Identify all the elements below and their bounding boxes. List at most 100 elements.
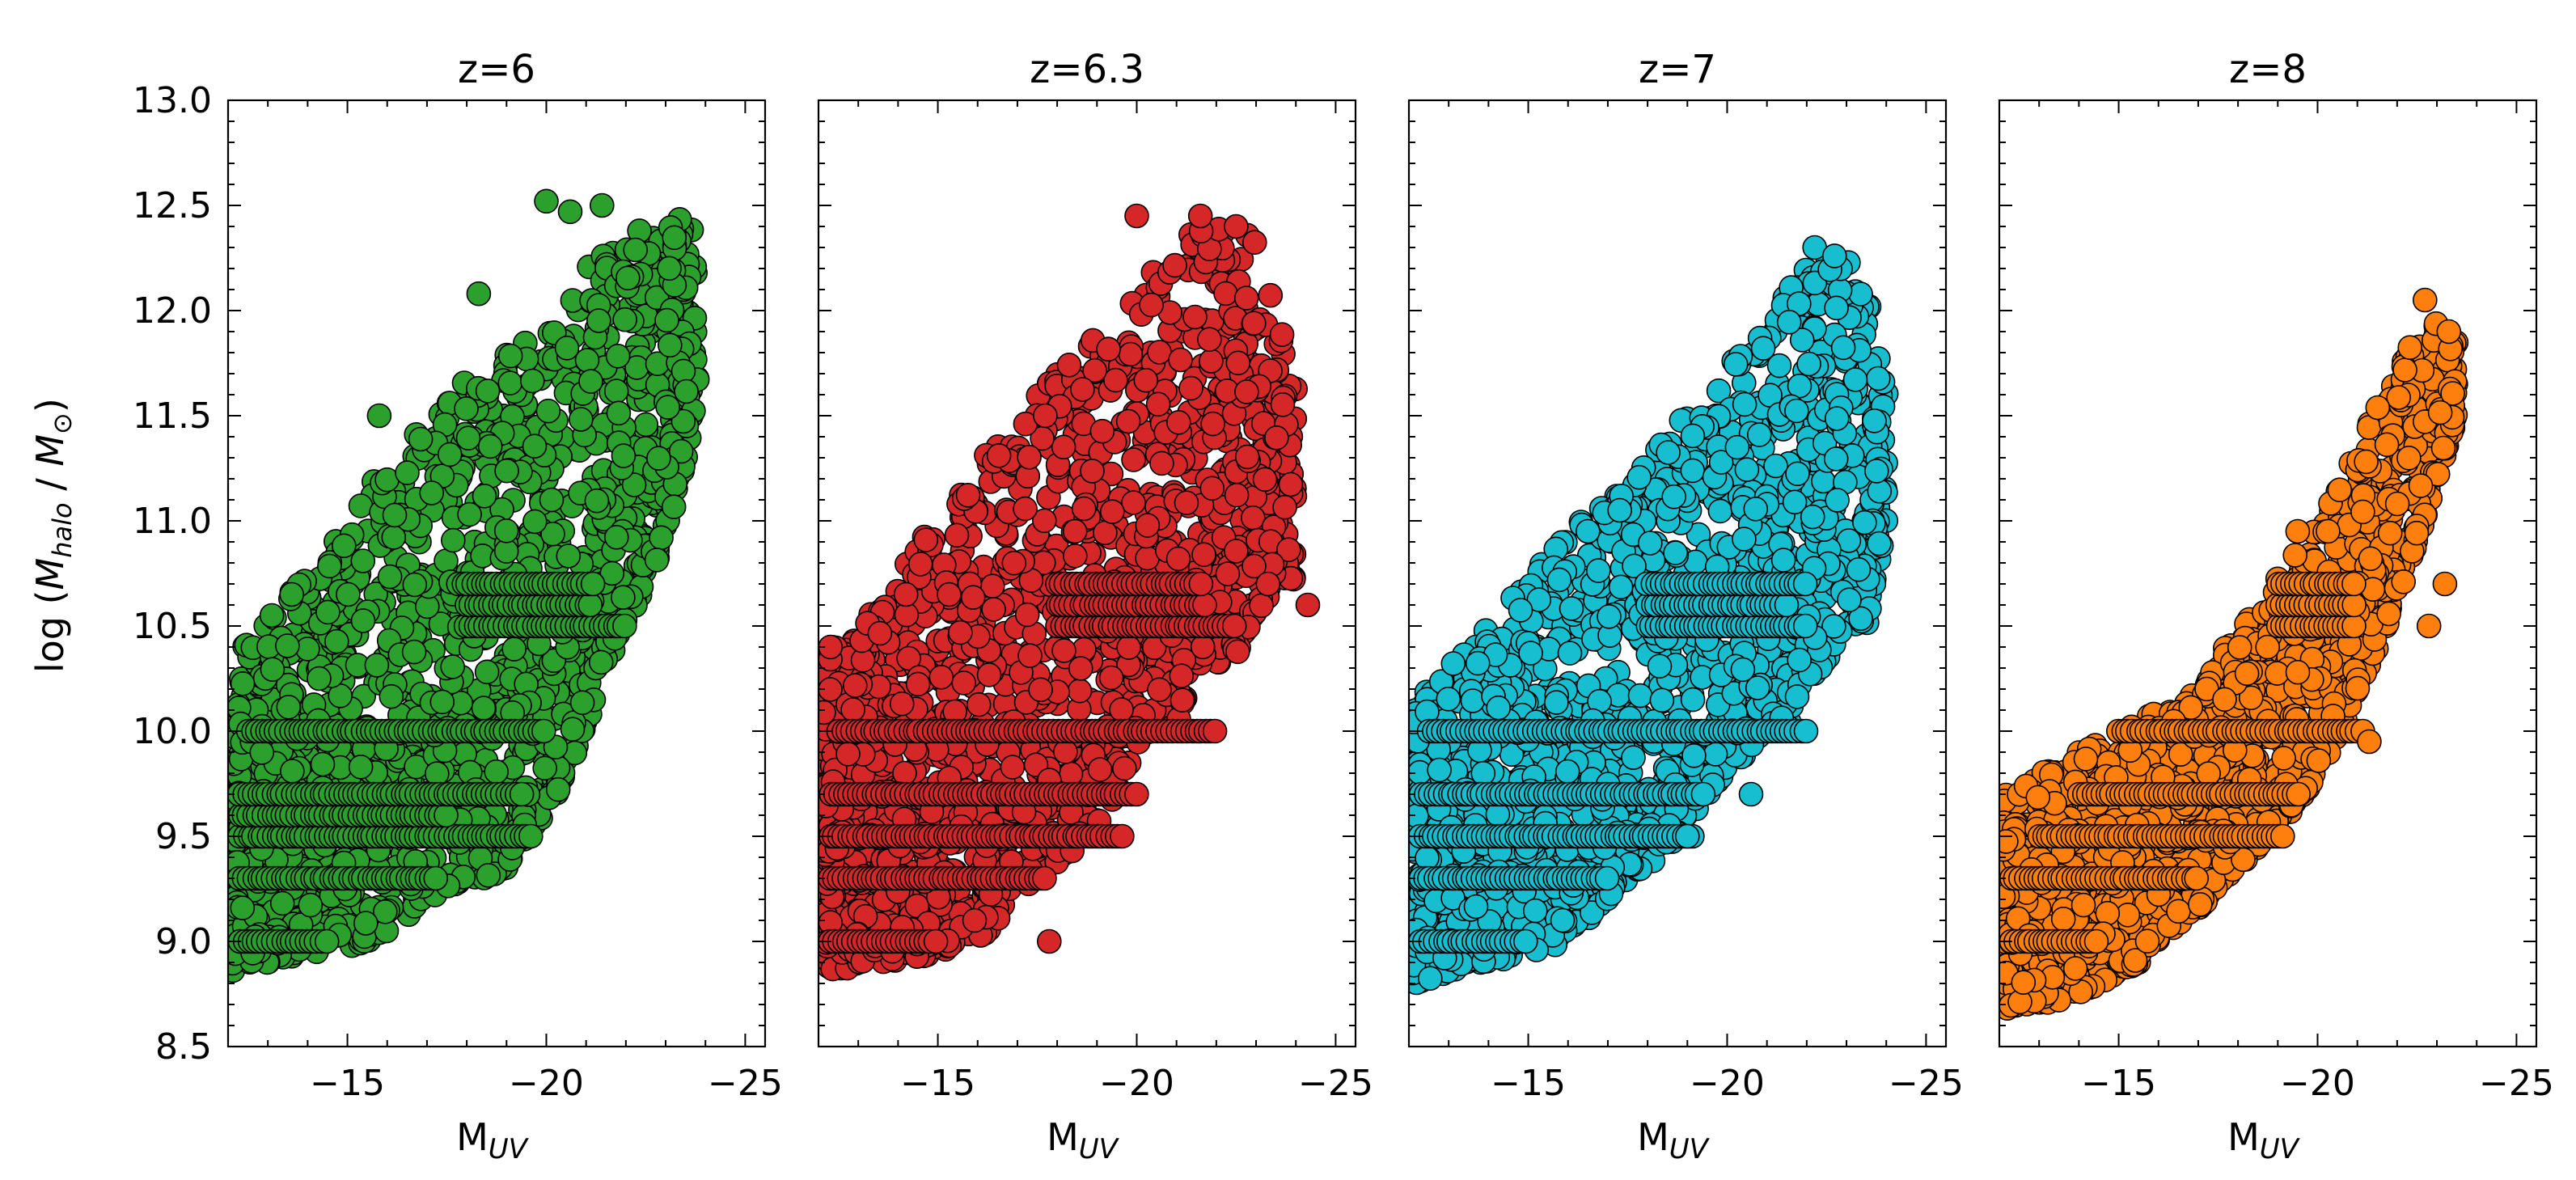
data-point <box>1068 656 1093 681</box>
data-point <box>1221 613 1247 639</box>
data-point <box>1071 496 1097 522</box>
data-point <box>1037 928 1062 954</box>
data-point <box>623 237 649 263</box>
data-point <box>545 776 571 802</box>
data-point <box>280 759 305 784</box>
data-point <box>1224 214 1249 239</box>
data-point <box>644 548 670 573</box>
data-point <box>1264 425 1289 450</box>
data-point <box>497 370 523 395</box>
data-point <box>534 188 559 214</box>
data-point <box>1118 341 1144 367</box>
data-point <box>1200 411 1225 437</box>
data-point <box>1115 408 1141 434</box>
data-point <box>1225 639 1250 665</box>
data-point <box>603 379 629 404</box>
y-tick-label: 10.5 <box>133 606 212 647</box>
data-point <box>556 543 582 569</box>
data-point <box>1098 665 1124 691</box>
data-point <box>951 670 976 696</box>
data-point <box>501 637 527 662</box>
data-point <box>395 460 420 485</box>
data-point <box>475 379 501 404</box>
data-point <box>1067 678 1093 704</box>
data-point <box>923 928 949 954</box>
data-point <box>509 781 535 807</box>
y-tick-label: 13.0 <box>133 80 212 121</box>
data-point <box>348 754 374 780</box>
x-tick-label: −15 <box>900 1063 975 1104</box>
data-point <box>522 434 548 459</box>
data-point <box>1116 635 1141 660</box>
data-point <box>1174 490 1199 516</box>
data-point <box>1096 336 1121 362</box>
data-point <box>1202 718 1228 744</box>
data-point <box>419 480 445 505</box>
data-point <box>484 759 510 785</box>
data-point <box>1215 561 1241 586</box>
data-point <box>1225 350 1251 376</box>
data-point <box>944 522 970 548</box>
data-point <box>434 802 459 828</box>
data-point <box>843 673 868 698</box>
data-point <box>531 718 556 744</box>
data-point <box>276 694 302 720</box>
data-point <box>1213 281 1238 307</box>
data-point <box>605 343 631 369</box>
data-point <box>1103 367 1128 393</box>
panel-title: z=6 <box>458 47 535 92</box>
y-tick-label: 10.0 <box>133 711 212 752</box>
data-point <box>249 740 275 765</box>
data-point <box>670 408 696 434</box>
data-point <box>350 608 376 633</box>
data-point <box>1199 476 1225 501</box>
data-point <box>471 696 497 721</box>
data-point <box>434 548 459 573</box>
data-point <box>1278 472 1304 497</box>
y-tick-label: 8.5 <box>155 1026 212 1068</box>
data-point <box>1162 252 1187 278</box>
data-point <box>1178 375 1203 401</box>
data-point <box>1242 230 1267 256</box>
data-point <box>1241 505 1266 531</box>
data-point <box>955 482 981 508</box>
data-point <box>960 585 986 611</box>
data-point <box>1192 592 1217 618</box>
y-tick-label: 9.0 <box>155 921 212 962</box>
data-point <box>1070 377 1095 402</box>
data-point <box>657 256 682 281</box>
data-point <box>603 524 629 550</box>
data-point <box>1124 781 1149 807</box>
data-point <box>1234 379 1259 404</box>
data-point <box>1723 352 1749 377</box>
data-point <box>1241 311 1267 336</box>
data-point <box>1559 596 1584 621</box>
data-point <box>913 527 939 552</box>
data-point <box>295 637 320 662</box>
y-tick-label: 11.5 <box>133 395 212 437</box>
data-point <box>1166 409 1191 435</box>
data-point <box>382 502 408 528</box>
data-point <box>1170 687 1195 713</box>
data-point <box>539 487 565 513</box>
data-point <box>1145 391 1171 417</box>
data-point <box>657 332 683 358</box>
data-point <box>584 488 610 514</box>
data-point <box>588 649 614 675</box>
data-point <box>314 928 340 954</box>
data-point <box>1014 602 1040 628</box>
data-point <box>1168 347 1193 373</box>
data-point <box>1133 367 1159 393</box>
x-tick-label: −20 <box>1099 1063 1174 1104</box>
data-point <box>429 689 455 715</box>
data-point <box>560 717 586 742</box>
data-point <box>522 509 548 535</box>
x-tick-label: −25 <box>708 1063 783 1104</box>
data-point <box>519 368 545 394</box>
data-point <box>540 521 565 547</box>
data-point <box>621 472 647 497</box>
data-point <box>437 442 463 467</box>
